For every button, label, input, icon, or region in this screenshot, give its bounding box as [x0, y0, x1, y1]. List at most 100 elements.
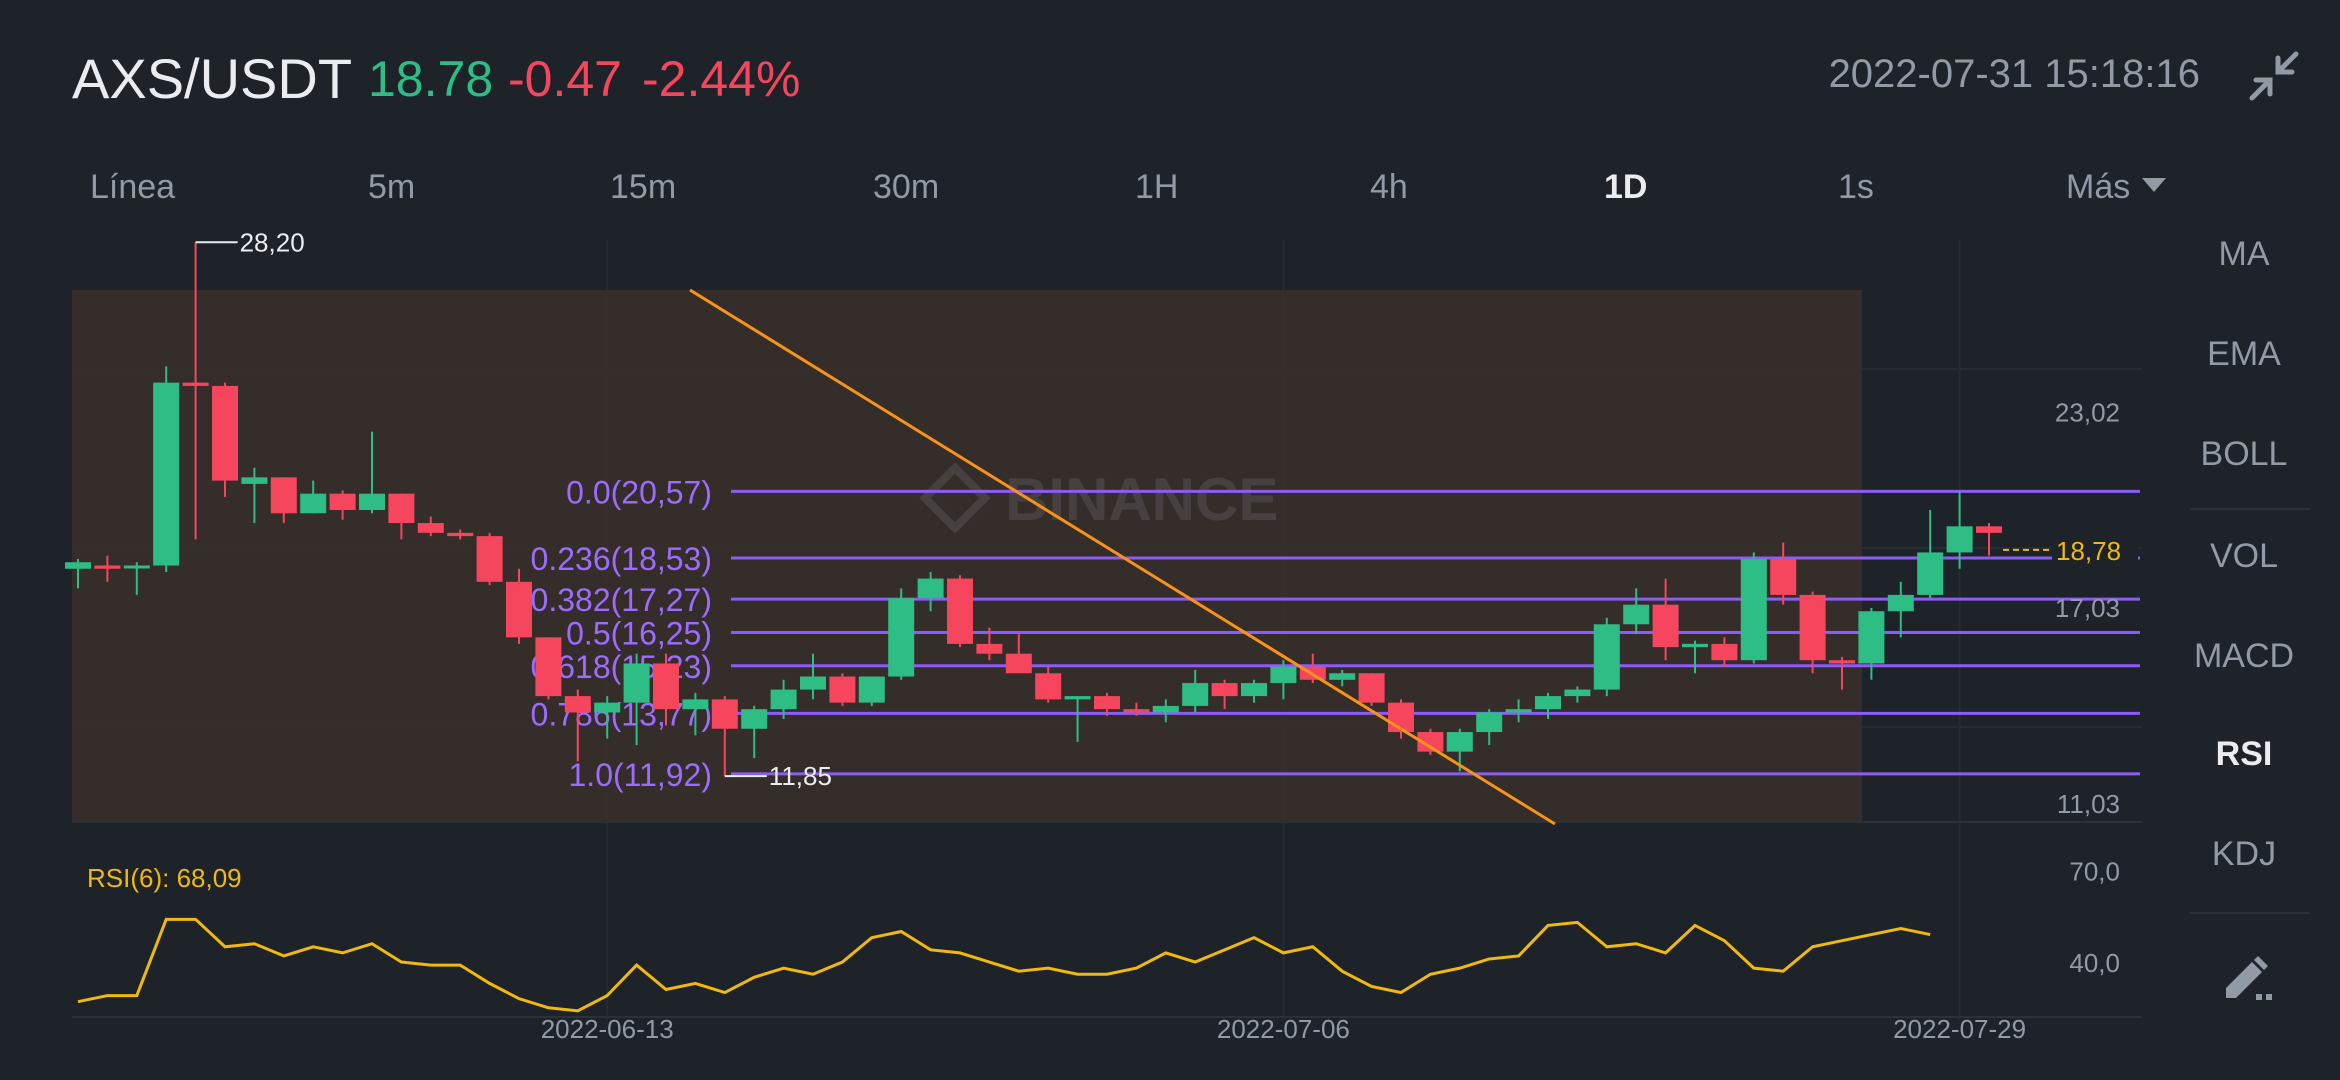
candle-body	[770, 689, 797, 710]
indicator-ema[interactable]: EMA	[2207, 335, 2281, 373]
fib-level-label: 0.0(20,57)	[566, 474, 712, 510]
watermark-text: BINANCE	[1005, 466, 1278, 533]
indicator-ma[interactable]: MA	[2218, 235, 2270, 273]
candle-body	[1505, 709, 1532, 713]
timeframe-more[interactable]: Más	[2066, 168, 2131, 206]
price-axis-label: 17,03	[2055, 593, 2120, 623]
candle-body	[888, 598, 915, 677]
candle-body	[212, 385, 238, 481]
candle-body	[1711, 643, 1738, 661]
candle-body	[1770, 558, 1797, 595]
price-axis-label: 11,03	[2057, 789, 2120, 819]
candle-body	[447, 532, 474, 537]
candle-body	[300, 493, 327, 514]
candle-body	[741, 709, 768, 729]
indicator-boll[interactable]: BOLL	[2200, 435, 2288, 473]
time-axis-label: 2022-06-13	[541, 1014, 674, 1044]
fib-zone-background	[72, 290, 1862, 822]
price-chart[interactable]: BINANCE 0.0(20,57) 0.236(18,53) 0.382(17,27…	[0, 230, 2180, 1070]
timeframe-1d[interactable]: 1D	[1604, 168, 1648, 206]
candle-body	[359, 493, 385, 510]
candle-body	[917, 578, 944, 599]
divider	[2190, 508, 2310, 510]
candle-body	[1623, 604, 1650, 625]
collapse-arrows-icon[interactable]	[2246, 48, 2302, 104]
indicator-rsi[interactable]: RSI	[2215, 735, 2273, 773]
candle-body	[1152, 705, 1179, 713]
candle-body	[476, 536, 503, 582]
binance-logo-icon	[919, 462, 991, 534]
candle-body	[1211, 683, 1238, 697]
candle-body	[153, 382, 180, 566]
candle-body	[182, 382, 209, 386]
candle-body	[1799, 594, 1826, 661]
timeframe-15m[interactable]: 15m	[610, 168, 677, 206]
price-change-percent: -2.44%	[642, 51, 801, 107]
candle-body	[1094, 696, 1120, 710]
divider	[2190, 912, 2310, 914]
timeframe-bar: Línea 5m 15m 30m 1H 4h 1D 1s Más	[0, 168, 2180, 222]
candle-body	[123, 565, 150, 569]
candle-body	[1270, 666, 1297, 684]
candle-body	[947, 578, 973, 644]
candle-body	[388, 493, 415, 524]
indicator-kdj[interactable]: KDJ	[2211, 835, 2277, 873]
candle-body	[800, 676, 826, 690]
candle-body	[653, 663, 679, 710]
candle-body	[535, 637, 562, 697]
candle-body	[1123, 709, 1150, 713]
fib-level-label: 0.786(13,77)	[531, 696, 712, 732]
time-axis-label: 2022-07-06	[1217, 1014, 1350, 1044]
timeframe-4h[interactable]: 4h	[1370, 168, 1408, 206]
timestamp: 2022-07-31 15:18:16	[1828, 52, 2200, 96]
candle-body	[1417, 732, 1444, 752]
dropdown-arrow-icon[interactable]	[2142, 178, 2166, 192]
ticker-header: AXS/USDT 18.78 -0.47 -2.44% 2022-07-31 1…	[0, 0, 2340, 160]
candle-body	[329, 493, 356, 510]
candle-body	[564, 696, 591, 713]
candle-body	[1829, 660, 1855, 664]
candle-body	[417, 523, 444, 533]
indicator-vol[interactable]: VOL	[2209, 537, 2279, 575]
high-marker-label: 28,20	[240, 230, 305, 257]
timeframe-30m[interactable]: 30m	[873, 168, 940, 206]
candle-body	[682, 699, 709, 710]
low-marker-label: 11,85	[769, 761, 832, 791]
rsi-legend: RSI(6): 68,09	[87, 863, 242, 893]
pair-name[interactable]: AXS/USDT	[72, 47, 353, 110]
candle-body	[1329, 673, 1356, 680]
candle-body	[241, 477, 268, 484]
last-price-label: 18,78	[2056, 536, 2121, 566]
candle-body	[1446, 732, 1473, 752]
price-change: -0.47	[508, 51, 622, 107]
last-price-box	[2052, 527, 2138, 568]
candle-body	[1887, 594, 1914, 612]
candle-body	[1564, 689, 1591, 697]
candle-body	[1535, 696, 1561, 710]
trend-line-drawing	[689, 288, 1556, 826]
timeframe-1w[interactable]: 1s	[1838, 168, 1874, 206]
fib-level-label: 1.0(11,92)	[569, 757, 713, 793]
candle-body	[623, 663, 650, 703]
candle-body	[65, 562, 91, 569]
pen-tool-icon[interactable]	[2218, 950, 2274, 1006]
timeframe-1h[interactable]: 1H	[1135, 168, 1179, 206]
indicator-macd[interactable]: MACD	[2193, 637, 2295, 675]
timeframe-5m[interactable]: 5m	[368, 168, 416, 206]
candle-body	[594, 702, 621, 713]
candle-body	[1358, 673, 1385, 703]
candle-body	[1035, 673, 1062, 700]
last-price: 18.78	[368, 51, 494, 107]
candle-body	[1946, 526, 1973, 553]
fib-level-label: 0.382(17,27)	[531, 582, 712, 618]
candle-body	[94, 565, 121, 569]
price-axis-label: 29,01	[2055, 230, 2120, 232]
candle-body	[1064, 696, 1091, 700]
fib-level-label: 0.5(16,25)	[566, 615, 712, 651]
rsi-axis-label: 70,0	[2069, 857, 2120, 887]
candle-body	[1740, 558, 1767, 661]
candle-body	[829, 676, 856, 703]
candle-body	[1917, 552, 1944, 595]
price-axis-label: 23,02	[2055, 397, 2120, 427]
timeframe-line[interactable]: Línea	[90, 168, 176, 206]
